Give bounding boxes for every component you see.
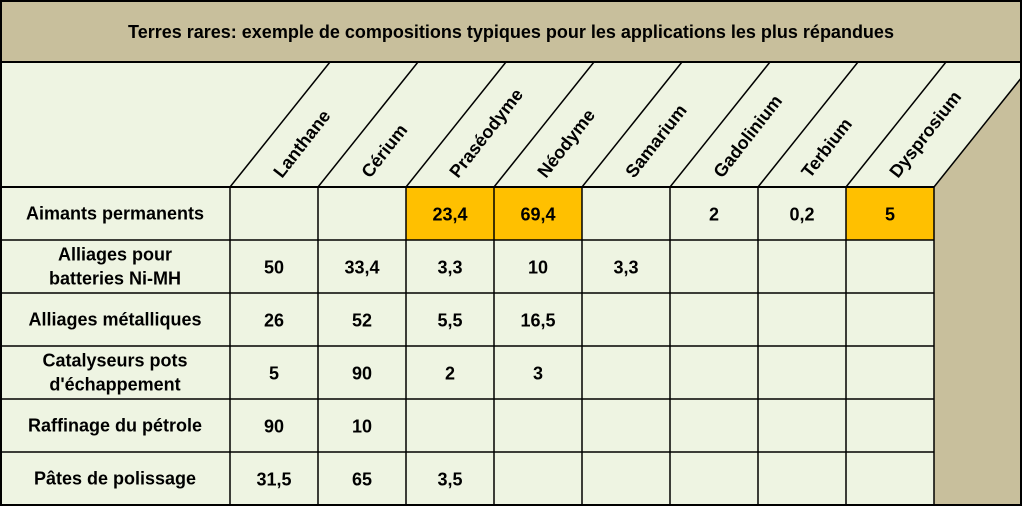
cell-value: 5,5 [437,311,462,331]
cell-value: 52 [352,311,372,331]
row-label: Raffinage du pétrole [28,416,202,436]
cell-value: 10 [352,417,372,437]
cell-value: 3 [533,364,543,384]
cell-value: 0,2 [789,205,814,225]
row-label: Catalyseurs pots [42,351,187,371]
cell-value: 69,4 [520,205,555,225]
cell-value: 31,5 [256,470,291,490]
row-label: Pâtes de polissage [34,469,196,489]
cell-value: 5 [885,205,895,225]
cell-value: 50 [264,258,284,278]
cell-value: 90 [352,364,372,384]
side-panel [934,62,1022,506]
table-title: Terres rares: exemple de compositions ty… [128,22,894,42]
highlight-cell [494,187,582,240]
title-band [0,0,1022,62]
header-slant-line [933,75,1022,188]
cell-value: 23,4 [432,205,467,225]
cell-value: 3,3 [613,258,638,278]
cell-value: 33,4 [344,258,379,278]
row-label: Alliages métalliques [28,310,201,330]
cell-value: 3,3 [437,258,462,278]
cell-value: 90 [264,417,284,437]
header-slant-line [229,61,331,188]
cell-value: 10 [528,258,548,278]
cell-value: 16,5 [520,311,555,331]
cell-value: 26 [264,311,284,331]
header-slant-line [757,61,859,188]
header-slant-line [317,61,419,188]
header-slant-line [581,61,683,188]
header-slant-line [669,61,771,188]
row-label: d'échappement [49,375,180,395]
cell-value: 5 [269,364,279,384]
header-slant-line [405,61,507,188]
cell-value: 3,5 [437,470,462,490]
row-label: Aimants permanents [26,204,204,224]
highlight-cell [406,187,494,240]
row-label: batteries Ni-MH [49,269,181,289]
cell-value: 2 [709,205,719,225]
header-slant-line [493,61,595,188]
highlight-cell [846,187,934,240]
cell-value: 65 [352,470,372,490]
header-slant-line [845,61,947,188]
row-label: Alliages pour [58,245,172,265]
cell-value: 2 [445,364,455,384]
